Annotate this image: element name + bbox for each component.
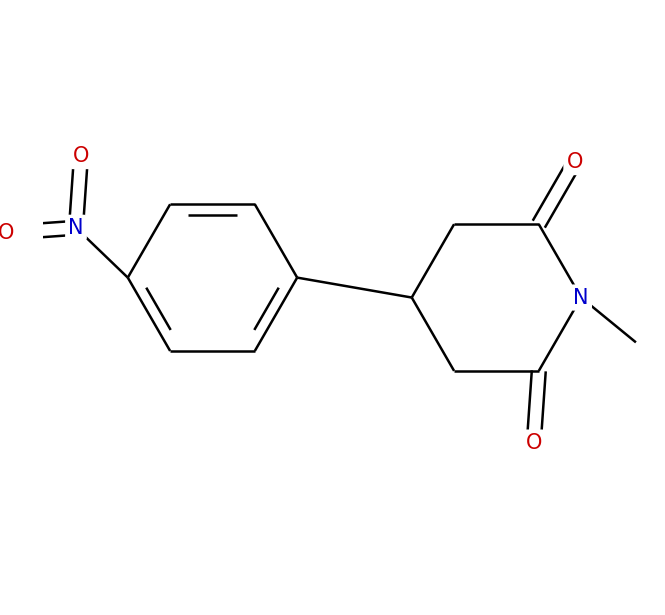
Text: O: O [525, 432, 542, 453]
Text: O: O [567, 152, 583, 172]
Text: N: N [573, 288, 589, 308]
Text: O: O [0, 223, 15, 243]
Text: O: O [72, 146, 89, 166]
Text: N: N [68, 218, 84, 238]
